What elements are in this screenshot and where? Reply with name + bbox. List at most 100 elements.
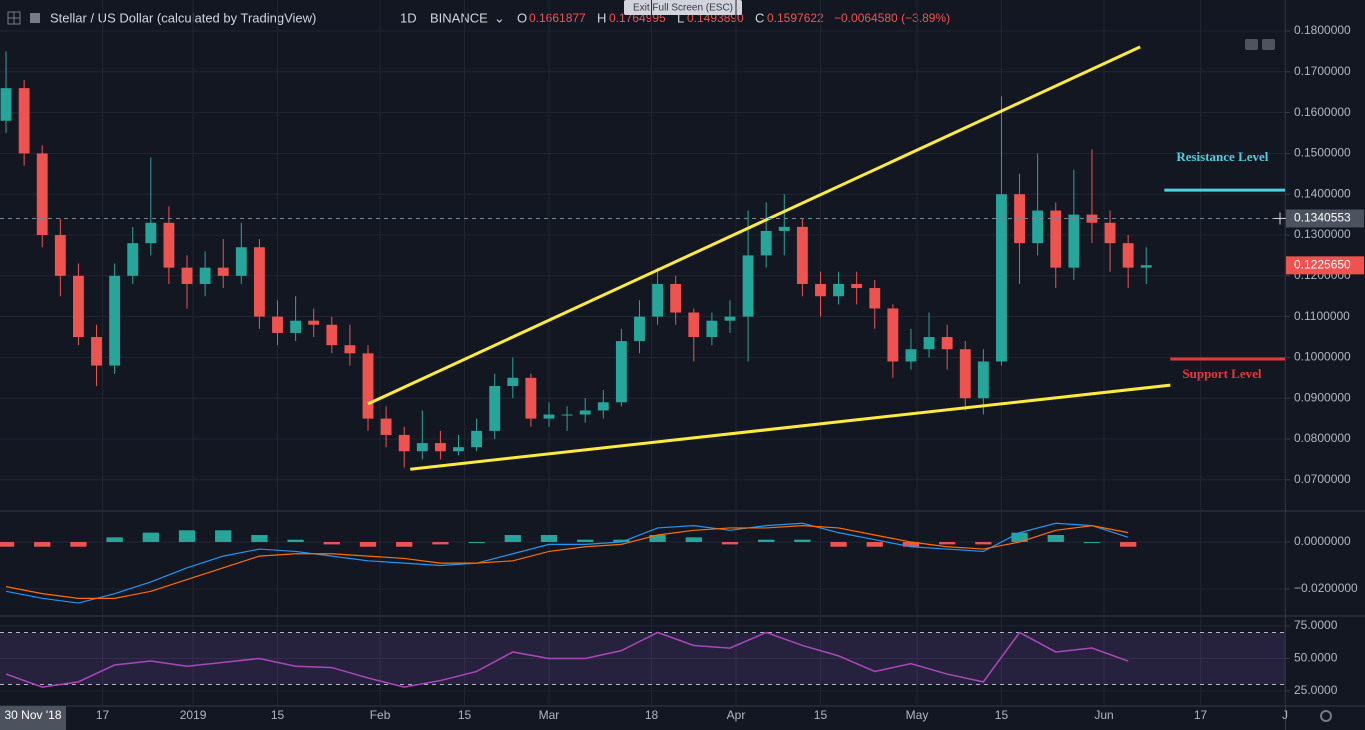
change-value: −0.0064580 (−3.89%): [834, 11, 950, 25]
histogram-bar: [902, 542, 920, 547]
candle-body: [579, 410, 591, 415]
ohlc-label: L: [677, 10, 684, 25]
candle-body: [688, 312, 700, 338]
candle-body: [634, 316, 645, 342]
interval[interactable]: 1D: [400, 10, 417, 25]
exit-button[interactable]: [624, 0, 742, 15]
crosshair-time-box: [0, 706, 66, 730]
histogram-bar: [613, 539, 630, 543]
candle-body: [326, 324, 338, 346]
histogram-bar: [685, 537, 702, 543]
candle-body: [18, 88, 30, 154]
candle-body: [941, 337, 953, 350]
histogram-bar: [251, 534, 268, 543]
candle-body: [434, 443, 446, 452]
candle-body: [561, 414, 573, 416]
histogram-bar: [504, 534, 521, 543]
pane-button[interactable]: [1245, 39, 1258, 50]
trend-line: [367, 45, 1141, 406]
y-tick-label: 0.0000000: [1294, 534, 1351, 548]
candle-body: [398, 434, 410, 452]
histogram-bar: [866, 542, 883, 547]
candle-body: [163, 222, 175, 268]
y-tick-label: 50.0000: [1294, 651, 1338, 665]
x-tick-label: 15: [271, 708, 285, 722]
candle-body: [815, 283, 826, 297]
candle-body: [869, 288, 881, 309]
histogram-bar: [468, 542, 485, 544]
histogram-bar: [396, 542, 413, 547]
y-tick-label: 0.1500000: [1294, 146, 1351, 160]
y-tick-label: 75.0000: [1294, 618, 1338, 632]
x-tick-label: Jun: [1094, 708, 1113, 722]
candle-body: [109, 275, 121, 366]
last-price-label: 0.1225650: [1294, 258, 1351, 272]
histogram-bar: [1047, 534, 1064, 543]
x-tick-label: Mar: [539, 708, 560, 722]
candle-body: [1050, 210, 1062, 268]
histogram-bar: [142, 532, 159, 543]
y-tick-label: 0.0700000: [1294, 472, 1351, 486]
crosshair-price-label: 0.1340553: [1294, 211, 1351, 225]
histogram-bar: [540, 534, 558, 543]
rsi-band: [0, 632, 1285, 685]
candle-body: [1068, 214, 1080, 268]
candle-body: [959, 349, 971, 399]
dropdown-arrow[interactable]: ⌄: [494, 10, 505, 25]
candle-body: [597, 402, 609, 411]
symbol-title: Stellar / US Dollar (calculated by Tradi…: [50, 10, 316, 25]
settings-icon[interactable]: [1320, 710, 1332, 722]
y-tick-label: 25.0000: [1294, 683, 1338, 697]
candle-body: [1122, 243, 1134, 268]
histogram-bar: [287, 539, 304, 543]
x-tick-label: May: [906, 708, 929, 722]
y-tick-label: 0.1800000: [1294, 23, 1351, 37]
y-tick-label: 0.0800000: [1294, 431, 1351, 445]
y-tick-label: 0.0900000: [1294, 390, 1351, 404]
x-tick-label: Feb: [370, 708, 391, 722]
candle-body: [977, 361, 989, 399]
y-tick-label: −0.0200000: [1294, 581, 1358, 595]
x-tick-label: 15: [458, 708, 472, 722]
histogram-bar: [359, 542, 377, 547]
symbol-icon: [30, 13, 40, 23]
candle-body: [54, 235, 66, 276]
candle-body: [272, 316, 283, 333]
candle-body: [36, 153, 48, 236]
candle-body: [652, 283, 664, 317]
candle-body: [235, 247, 247, 276]
x-tick-label: 18: [645, 708, 659, 722]
y-tick-label: 0.1700000: [1294, 64, 1351, 78]
histogram-bar: [34, 542, 51, 547]
histogram-bar: [939, 542, 956, 545]
histogram-bar: [1011, 532, 1028, 543]
y-tick-label: 0.1000000: [1294, 350, 1351, 364]
candle-body: [489, 385, 501, 431]
candle-body: [127, 243, 139, 276]
ohlc-label: H: [597, 10, 606, 25]
candle-body: [453, 447, 464, 452]
annotation-label: Support Level: [1182, 366, 1261, 381]
rsi-line: [5, 631, 1129, 688]
ohlc-value: 0.1597622: [767, 11, 824, 25]
candle-body: [905, 349, 917, 362]
crosshair-time-label: 30 Nov '18: [5, 708, 62, 722]
annotation-label: Resistance Level: [1176, 149, 1268, 164]
last-price-box: [1286, 256, 1364, 275]
crosshair-price-box: [1286, 209, 1364, 228]
histogram-bar: [975, 542, 992, 545]
histogram-bar: [215, 530, 232, 543]
x-tick-label: 2019: [180, 708, 207, 722]
candle-body: [760, 230, 772, 256]
candle-body: [742, 255, 754, 317]
histogram-bar: [794, 539, 811, 543]
pane-button[interactable]: [1262, 39, 1275, 50]
candle-body: [308, 320, 320, 325]
x-tick-label: 15: [995, 708, 1009, 722]
candle-body: [923, 337, 935, 350]
x-tick-label: Apr: [727, 708, 746, 722]
histogram-bar: [830, 542, 847, 547]
candle-body: [706, 320, 718, 338]
